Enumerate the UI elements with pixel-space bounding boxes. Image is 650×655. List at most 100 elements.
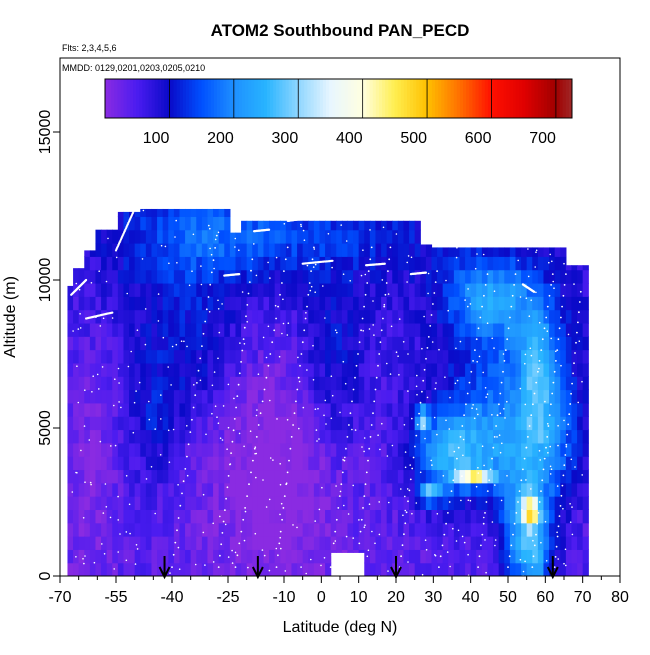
heatmap-cell: [409, 509, 416, 524]
heatmap-cell: [515, 442, 522, 457]
track-dot: [269, 277, 271, 279]
heatmap-cell: [140, 216, 147, 231]
heatmap-cell: [397, 309, 405, 324]
heatmap-cell: [257, 509, 265, 524]
track-dot: [486, 490, 489, 492]
track-dot: [84, 555, 86, 557]
heatmap-cell: [168, 389, 175, 404]
track-dot: [217, 422, 220, 425]
heatmap-cell: [414, 416, 421, 431]
heatmap-cell: [481, 456, 489, 471]
heatmap-cell: [459, 256, 466, 271]
heatmap-cell: [185, 402, 192, 417]
track-dot: [504, 349, 507, 351]
heatmap-cell: [565, 522, 573, 537]
track-dot: [571, 382, 573, 385]
heatmap-cell: [325, 349, 332, 364]
heatmap-cell: [241, 469, 248, 484]
track-dot: [365, 471, 368, 474]
track-dot: [484, 512, 486, 514]
heatmap-cell: [409, 469, 416, 484]
heatmap-cell: [526, 456, 533, 471]
heatmap-cell: [375, 309, 382, 324]
heatmap-cell: [218, 322, 225, 337]
heatmap-cell: [308, 376, 315, 391]
heatmap-cell: [218, 389, 225, 404]
track-dot: [240, 530, 243, 533]
heatmap-cell: [252, 416, 259, 431]
heatmap-cell: [381, 442, 388, 457]
heatmap-cell: [347, 282, 354, 297]
heatmap-cell: [117, 549, 125, 564]
heatmap-cell: [504, 389, 511, 404]
track-dot: [406, 488, 409, 490]
heatmap-cell: [78, 296, 85, 311]
colorbar-segment: [117, 79, 122, 118]
heatmap-cell: [425, 496, 433, 510]
heatmap-cell: [498, 309, 505, 324]
heatmap-cell: [465, 536, 472, 550]
heatmap-cell: [319, 536, 326, 550]
track-dot: [482, 371, 485, 374]
track-dot: [210, 271, 213, 274]
heatmap-cell: [465, 402, 472, 417]
heatmap-cell: [95, 322, 102, 337]
heatmap-cell: [341, 362, 349, 377]
heatmap-cell: [431, 389, 438, 404]
heatmap-cell: [498, 429, 505, 444]
track-dot: [235, 406, 238, 409]
heatmap-cell: [235, 376, 242, 391]
track-dot: [164, 245, 167, 248]
heatmap-cell: [112, 322, 119, 337]
heatmap-cell: [347, 416, 354, 431]
heatmap-cell: [504, 309, 511, 324]
track-dot: [538, 367, 540, 370]
heatmap-cell: [313, 496, 321, 510]
heatmap-cell: [448, 482, 455, 497]
heatmap-cell: [257, 536, 265, 550]
heatmap-cell: [185, 282, 192, 297]
heatmap-cell: [420, 509, 427, 524]
heatmap-cell: [392, 469, 399, 484]
heatmap-cell: [78, 549, 85, 564]
heatmap-cell: [313, 442, 321, 457]
track-dot: [145, 478, 148, 480]
heatmap-cell: [341, 349, 349, 364]
track-dot: [344, 456, 346, 459]
track-dot: [456, 247, 458, 249]
heatmap-cell: [123, 282, 130, 297]
colorbar-segment: [350, 79, 355, 118]
heatmap-cell: [431, 429, 438, 444]
heatmap-cell: [459, 349, 466, 364]
x-tick-label: 40: [462, 589, 480, 606]
heatmap-cell: [319, 549, 326, 564]
heatmap-cell: [442, 429, 449, 444]
heatmap-cell: [493, 522, 500, 537]
heatmap-cell: [140, 429, 147, 444]
heatmap-cell: [235, 322, 242, 337]
track-dot: [267, 364, 270, 367]
heatmap-cell: [241, 416, 248, 431]
heatmap-cell: [381, 536, 388, 550]
heatmap-cell: [201, 389, 209, 404]
heatmap-cell: [151, 469, 158, 484]
heatmap-cell: [431, 247, 438, 257]
heatmap-cell: [185, 469, 192, 484]
heatmap-cell: [252, 482, 259, 497]
track-dot: [529, 347, 532, 350]
track-dot: [186, 425, 188, 427]
heatmap-cell: [577, 322, 584, 337]
heatmap-cell: [453, 429, 461, 444]
heatmap-cell: [129, 376, 136, 391]
heatmap-cell: [257, 296, 265, 311]
heatmap-cell: [302, 296, 309, 311]
heatmap-cell: [470, 469, 477, 484]
heatmap-cell: [493, 482, 500, 497]
heatmap-cell: [353, 229, 360, 244]
track-dot: [361, 446, 363, 448]
heatmap-cell: [252, 456, 259, 471]
heatmap-cell: [257, 442, 265, 457]
heatmap-cell: [476, 336, 483, 351]
heatmap-cell: [414, 269, 421, 284]
track-dot: [363, 526, 366, 528]
